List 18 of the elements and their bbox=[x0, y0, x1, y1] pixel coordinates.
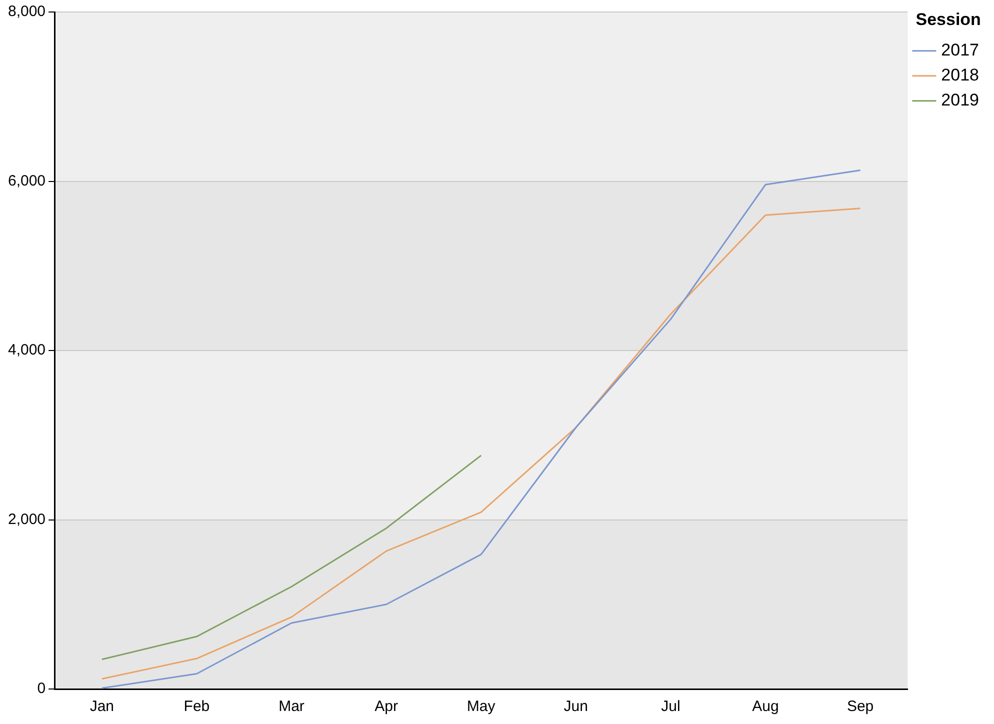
x-tick-label: Feb bbox=[184, 698, 210, 716]
x-tick-label: Jun bbox=[564, 698, 588, 716]
y-tick-label: 4,000 bbox=[8, 342, 46, 359]
x-tick-label: May bbox=[466, 698, 496, 716]
x-tick-label: Apr bbox=[374, 698, 398, 716]
legend-label: 2019 bbox=[941, 90, 980, 110]
x-tick-label: Aug bbox=[752, 698, 779, 716]
x-tick-label: Mar bbox=[278, 698, 304, 716]
y-tick-label: 2,000 bbox=[8, 510, 46, 528]
x-tick-label: Jan bbox=[90, 698, 114, 716]
legend-label: 2017 bbox=[941, 40, 980, 60]
y-tick-label: 0 bbox=[37, 680, 46, 698]
y-tick-label: 6,000 bbox=[8, 172, 46, 190]
legend-label: 2018 bbox=[941, 66, 980, 85]
y-tick-label: 8,000 bbox=[8, 3, 46, 20]
x-tick-label: Jul bbox=[661, 698, 680, 716]
legend-title: Session bbox=[916, 10, 981, 30]
x-tick-label: Sep bbox=[846, 698, 874, 716]
